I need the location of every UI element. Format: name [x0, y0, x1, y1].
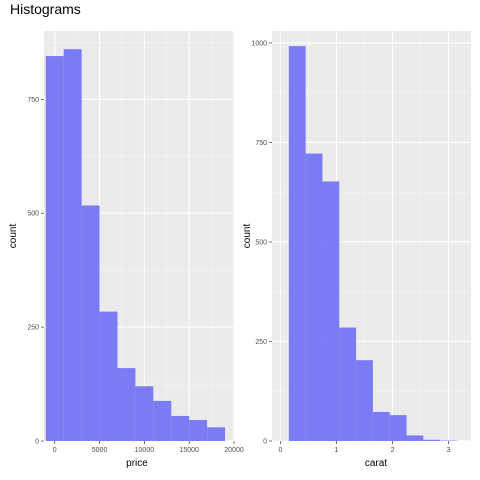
histogram-bar — [63, 49, 82, 441]
x-tick-label: 15000 — [179, 447, 199, 454]
histogram-bar — [288, 46, 306, 441]
x-axis-title: price — [126, 458, 148, 469]
x-tick-label: 0 — [53, 447, 57, 454]
x-tick-label: 1 — [335, 447, 339, 454]
y-tick-label: 750 — [255, 140, 267, 147]
y-tick-label: 500 — [27, 211, 39, 218]
histogram-bar — [171, 415, 190, 441]
x-axis-title: carat — [365, 458, 387, 469]
histogram-bar — [117, 368, 136, 441]
histogram-bar — [356, 360, 373, 441]
histogram-bar — [153, 400, 172, 441]
x-tick-label: 0 — [278, 447, 282, 454]
y-tick-label: 250 — [27, 325, 39, 332]
y-axis-title: count — [8, 224, 19, 249]
x-tick-label: 5000 — [92, 447, 108, 454]
histogram-bar — [389, 415, 407, 441]
y-tick-label: 0 — [263, 439, 267, 446]
y-tick-label: 750 — [27, 97, 39, 104]
histogram-bar — [339, 327, 357, 441]
histogram-bar — [423, 439, 441, 441]
histogram-bar — [99, 311, 118, 441]
chart-title: Histograms — [10, 1, 81, 17]
y-axis-title: count — [242, 224, 253, 249]
y-tick-label: 250 — [255, 339, 267, 346]
histogram-bar — [189, 420, 208, 441]
x-tick-label: 3 — [447, 447, 451, 454]
histogram-bar — [135, 386, 154, 441]
histogram-bar — [372, 411, 390, 441]
histogram-bar — [207, 427, 226, 441]
y-tick-label: 500 — [255, 239, 267, 246]
y-tick-label: 1000 — [251, 40, 267, 47]
histogram-bar — [305, 153, 323, 442]
histogram-bar — [322, 181, 340, 442]
x-tick-label: 2 — [391, 447, 395, 454]
x-tick-label: 10000 — [135, 447, 155, 454]
y-tick-label: 0 — [35, 439, 39, 446]
histogram-bar — [81, 205, 100, 441]
histogram-bar — [45, 56, 64, 442]
x-tick-label: 20000 — [224, 447, 244, 454]
histogram-bar — [406, 435, 424, 441]
